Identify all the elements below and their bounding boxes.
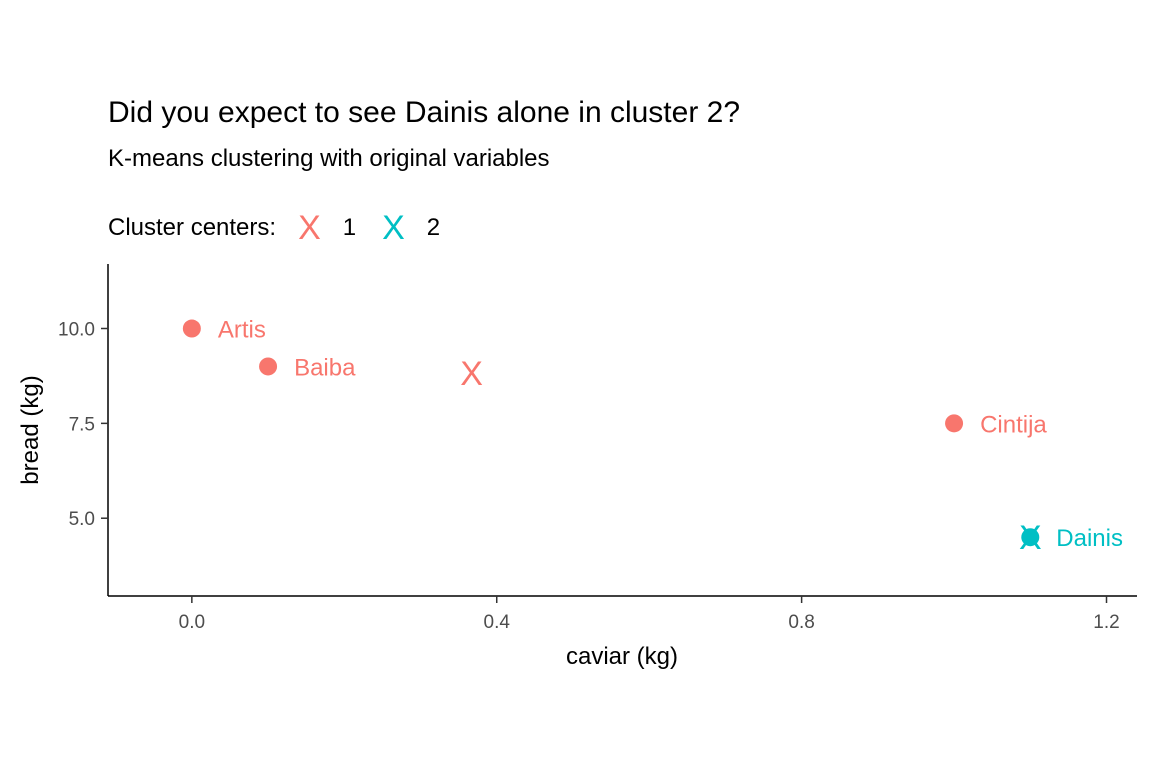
x-tick-label: 0.0 <box>179 612 205 633</box>
chart-subtitle: K-means clustering with original variabl… <box>108 145 550 172</box>
legend: Cluster centers: X 1 X 2 <box>108 210 466 246</box>
data-point-dainis <box>1021 528 1040 547</box>
ticks: 0.0 0.4 0.8 1.2 5.0 7.5 10.0 <box>58 320 1120 633</box>
data-point-baiba <box>259 357 278 376</box>
point-label-artis: Artis <box>218 317 266 344</box>
legend-key-cluster-1: X <box>298 209 321 247</box>
marks: Artis Baiba Cintija Dainis X X <box>182 317 1123 557</box>
x-tick-label: 1.2 <box>1093 612 1119 633</box>
cluster-center-1: X <box>460 355 483 393</box>
chart-title: Did you expect to see Dainis alone in cl… <box>108 96 741 129</box>
y-tick-label: 7.5 <box>69 414 95 435</box>
x-tick-label: 0.4 <box>484 612 511 633</box>
cluster-center-2: X <box>1019 519 1042 557</box>
legend-label-cluster-2: 2 <box>426 214 441 241</box>
legend-title: Cluster centers: <box>108 214 277 241</box>
y-tick-label: 10.0 <box>58 320 95 341</box>
legend-label-cluster-1: 1 <box>342 214 357 241</box>
point-label-dainis: Dainis <box>1056 525 1123 552</box>
data-point-artis <box>182 319 201 338</box>
y-tick-label: 5.0 <box>69 509 95 530</box>
data-point-cintija <box>945 414 964 433</box>
point-label-baiba: Baiba <box>294 354 356 381</box>
legend-key-cluster-2: X <box>382 209 405 247</box>
y-axis-title: bread (kg) <box>17 375 44 484</box>
x-tick-label: 0.8 <box>788 612 814 633</box>
x-axis-title: caviar (kg) <box>566 643 678 670</box>
point-label-cintija: Cintija <box>980 411 1047 438</box>
axes: caviar (kg) bread (kg) <box>17 264 1137 670</box>
